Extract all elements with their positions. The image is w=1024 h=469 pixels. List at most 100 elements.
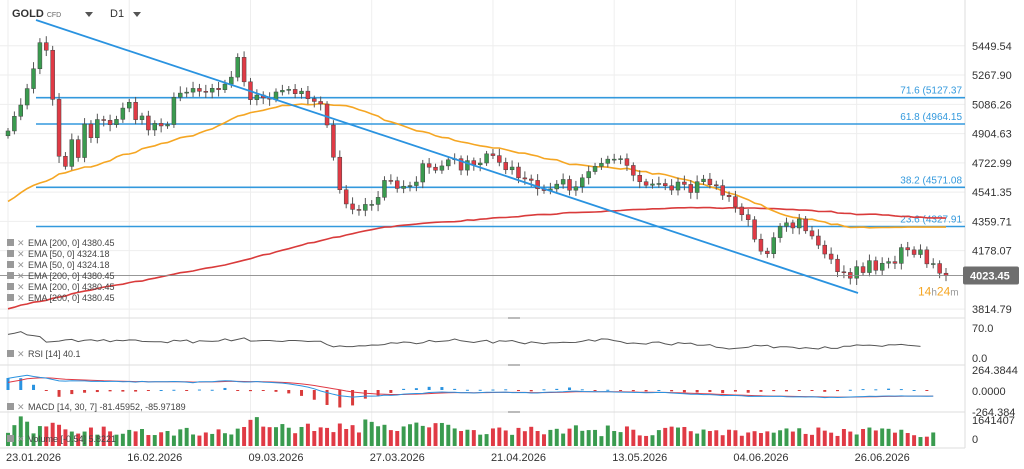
countdown-timer: 14h24m (918, 285, 959, 299)
volume-bar (108, 431, 113, 446)
candle-body (101, 119, 106, 121)
candle-body (350, 203, 355, 210)
date-label: 27.03.2026 (370, 452, 425, 464)
volume-bar (784, 428, 789, 446)
volume-bar (267, 427, 272, 446)
volume-bar (618, 432, 623, 446)
candle-body (331, 124, 336, 158)
candle-body (56, 99, 62, 157)
legend-close-icon: ✕ (17, 260, 25, 270)
candle-body (554, 183, 559, 190)
candle-body (146, 115, 151, 131)
volume-bar (184, 427, 189, 446)
candle-body (241, 57, 247, 83)
candle-body (899, 247, 904, 264)
volume-bar (452, 428, 457, 446)
volume-bar (778, 430, 783, 446)
volume-bar (752, 431, 757, 446)
candle-body (446, 159, 451, 167)
macd-histogram-bar (427, 386, 431, 390)
volume-bar (746, 432, 751, 446)
macd-pane: 264.3844 0.0000 -264.384 (6, 365, 1018, 419)
volume-bar (248, 419, 253, 446)
volume-bar (12, 425, 17, 446)
candle-body (790, 222, 796, 229)
candle-body (75, 139, 81, 158)
macd-histogram-bar (338, 390, 342, 408)
candle-body (931, 263, 936, 265)
candle-body (567, 179, 572, 191)
candle-body (726, 194, 732, 197)
ema-lines (7, 102, 947, 310)
candle-body (573, 186, 579, 191)
candle-body (203, 91, 209, 93)
volume-bar (414, 422, 419, 446)
volume-bar (459, 431, 464, 446)
macd-histogram-bar (657, 390, 661, 391)
candle-body (414, 181, 419, 186)
macd-histogram-bar (351, 390, 355, 406)
volume-bar (810, 434, 814, 446)
volume-bar (612, 431, 617, 446)
date-label: 09.03.2026 (248, 452, 303, 464)
volume-bar (599, 436, 604, 446)
macd-histogram-bar (925, 390, 929, 391)
macd-histogram-bar (682, 390, 686, 393)
macd-histogram-bar (670, 390, 674, 392)
volume-bar (605, 425, 610, 446)
macd-histogram-bar (108, 390, 112, 392)
macd-histogram-bar (325, 390, 329, 405)
macd-histogram-bar (363, 390, 367, 399)
candle-body (637, 175, 642, 182)
volume-axis-label: 1641407 (972, 415, 1015, 427)
rsi-line (7, 331, 921, 350)
candle-body (592, 166, 598, 172)
pane-resize-handle (508, 317, 520, 319)
volume-bar (624, 426, 629, 446)
candle-body (363, 204, 368, 211)
symbol-dropdown-icon[interactable] (85, 12, 93, 17)
candle-body (337, 156, 343, 191)
volume-bar (439, 422, 444, 446)
volume-bar (873, 430, 878, 446)
macd-axis-label: -264.384 (972, 407, 1015, 419)
volume-bar (203, 432, 208, 446)
volume-bar (714, 430, 719, 446)
volume-bar (25, 421, 30, 446)
macd-histogram-bar (887, 388, 891, 390)
volume-bar (522, 431, 527, 446)
macd-histogram-bar (440, 387, 444, 390)
volume-bar (433, 423, 438, 446)
volume-bar (918, 437, 923, 446)
volume-bar (529, 426, 534, 446)
legend-close-icon: ✕ (17, 238, 25, 248)
candle-body (758, 238, 764, 252)
volume-bar (733, 430, 738, 446)
legend-close-icon: ✕ (17, 271, 25, 281)
timeframe-dropdown-icon[interactable] (133, 12, 141, 17)
candle-body (82, 123, 87, 158)
legend-toggle-icon (7, 283, 14, 290)
candle-body (822, 244, 827, 255)
candle-body (892, 261, 898, 264)
date-label: 21.04.2026 (491, 452, 546, 464)
macd-histogram-bar (6, 377, 10, 390)
candle-body (918, 249, 923, 255)
volume-bar (676, 427, 680, 446)
fib-label: 61.8 (4964.15 (900, 112, 962, 123)
price-label: 5267.90 (972, 70, 1012, 82)
candle-body (18, 104, 23, 117)
candle-body (127, 102, 132, 109)
volume-bar (580, 430, 585, 446)
candle-body (356, 209, 362, 211)
macd-histogram-bar (83, 390, 87, 393)
volume-bar (854, 434, 859, 446)
candle-body (178, 92, 183, 98)
volume-bar (707, 431, 712, 446)
timeframe-label[interactable]: D1 (110, 8, 125, 20)
symbol-name[interactable]: GOLD CFD (12, 8, 61, 20)
candle-body (273, 91, 279, 100)
volume-bar (331, 432, 336, 446)
symbol-label[interactable]: GOLD (12, 8, 44, 20)
